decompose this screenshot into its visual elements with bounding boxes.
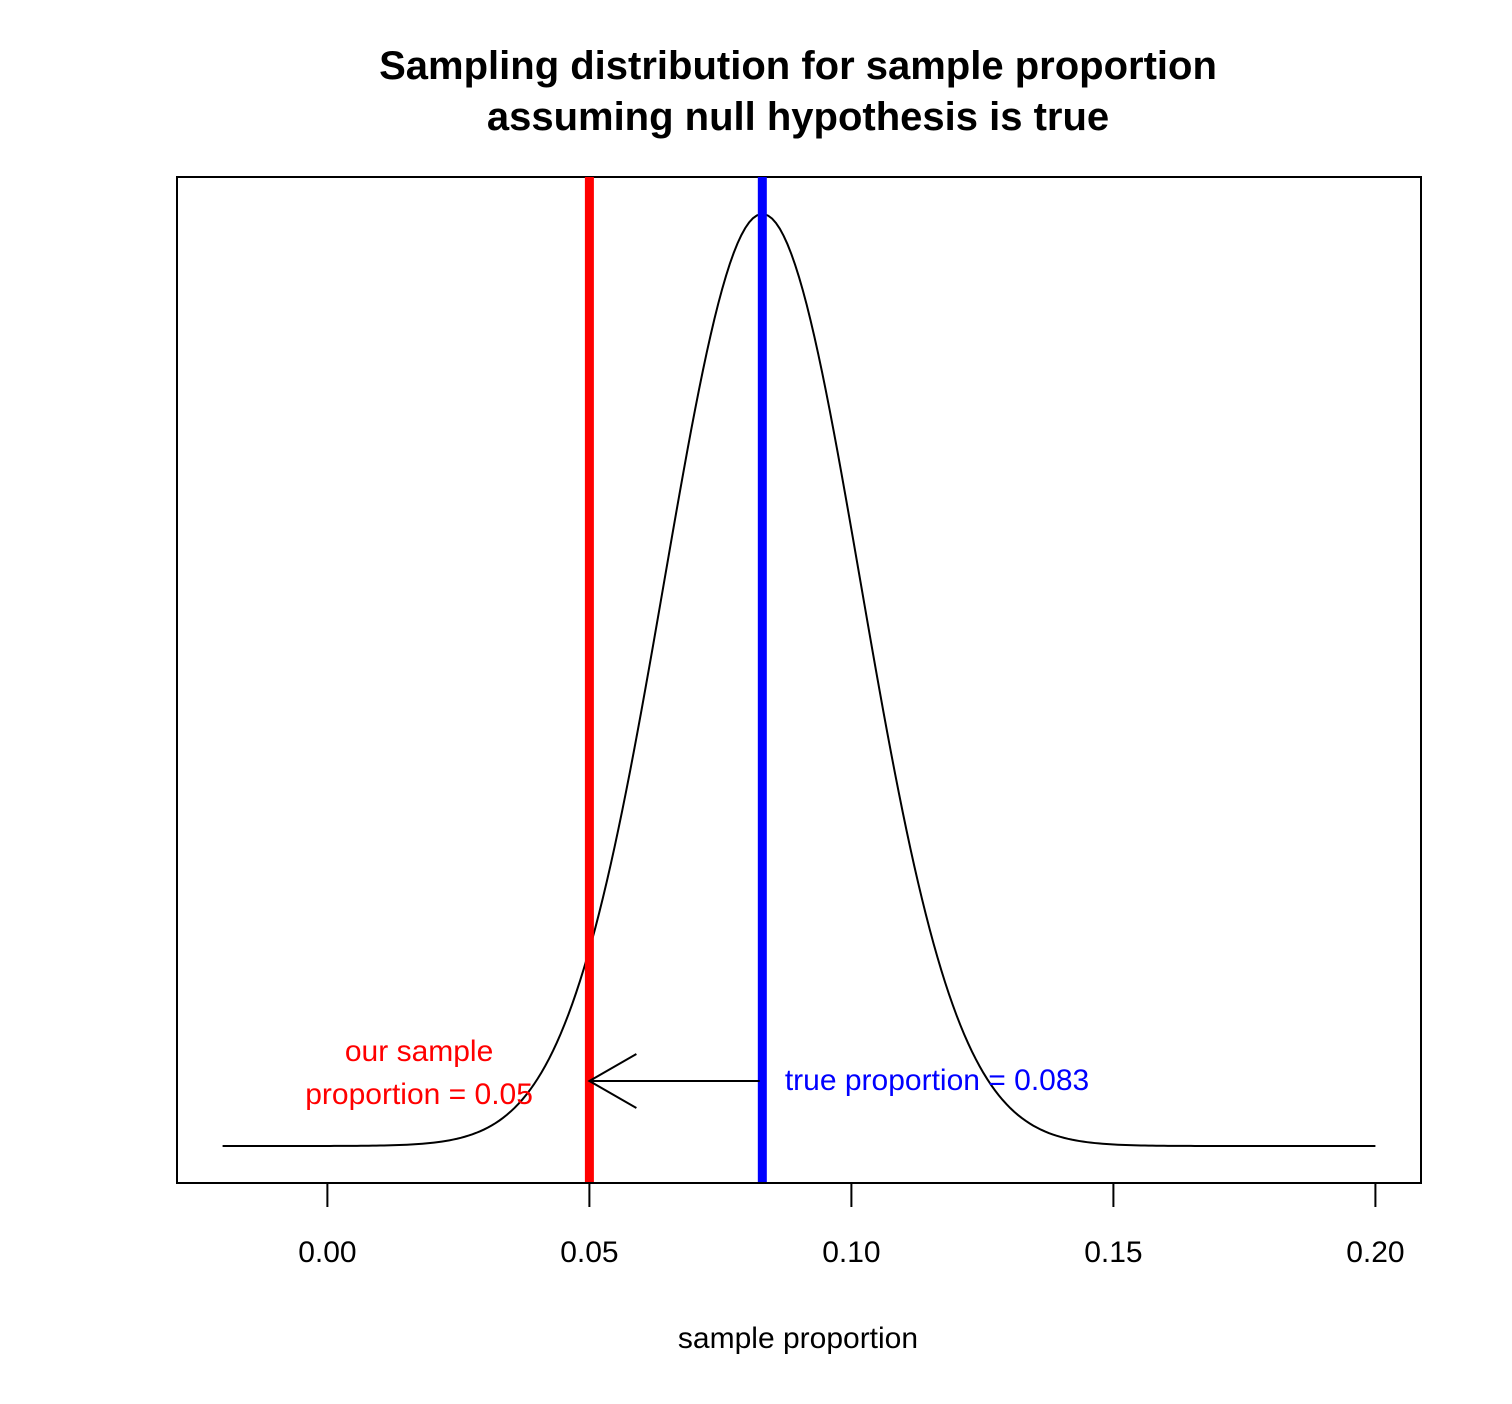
plot-frame — [176, 176, 1422, 1184]
x-tick-label-0: 0.00 — [298, 1236, 356, 1269]
annotation-0-line-0: our sample — [345, 1035, 493, 1068]
chart-title: Sampling distribution for sample proport… — [379, 44, 1217, 88]
x-tick-label-1: 0.05 — [560, 1236, 618, 1269]
arrow-head — [587, 1053, 637, 1109]
x-tick-label-4: 0.20 — [1346, 1236, 1404, 1269]
annotations: our sample proportion = 0.05 true proporti… — [305, 1035, 1089, 1111]
annotation-arrow — [587, 1053, 760, 1109]
density-curve — [222, 213, 1376, 1147]
chart-subtitle: assuming null hypothesis is true — [487, 95, 1109, 139]
x-tick-label-3: 0.15 — [1084, 1236, 1142, 1269]
annotation-1-line-0: true proportion = 0.083 — [785, 1064, 1089, 1097]
x-axis: 0.00 0.05 0.10 0.15 0.20 — [298, 1182, 1405, 1269]
annotation-0-line-1: proportion = 0.05 — [305, 1078, 533, 1111]
reference-lines — [584, 177, 767, 1183]
x-tick-label-2: 0.10 — [822, 1236, 880, 1269]
x-axis-title: sample proportion — [678, 1322, 918, 1355]
